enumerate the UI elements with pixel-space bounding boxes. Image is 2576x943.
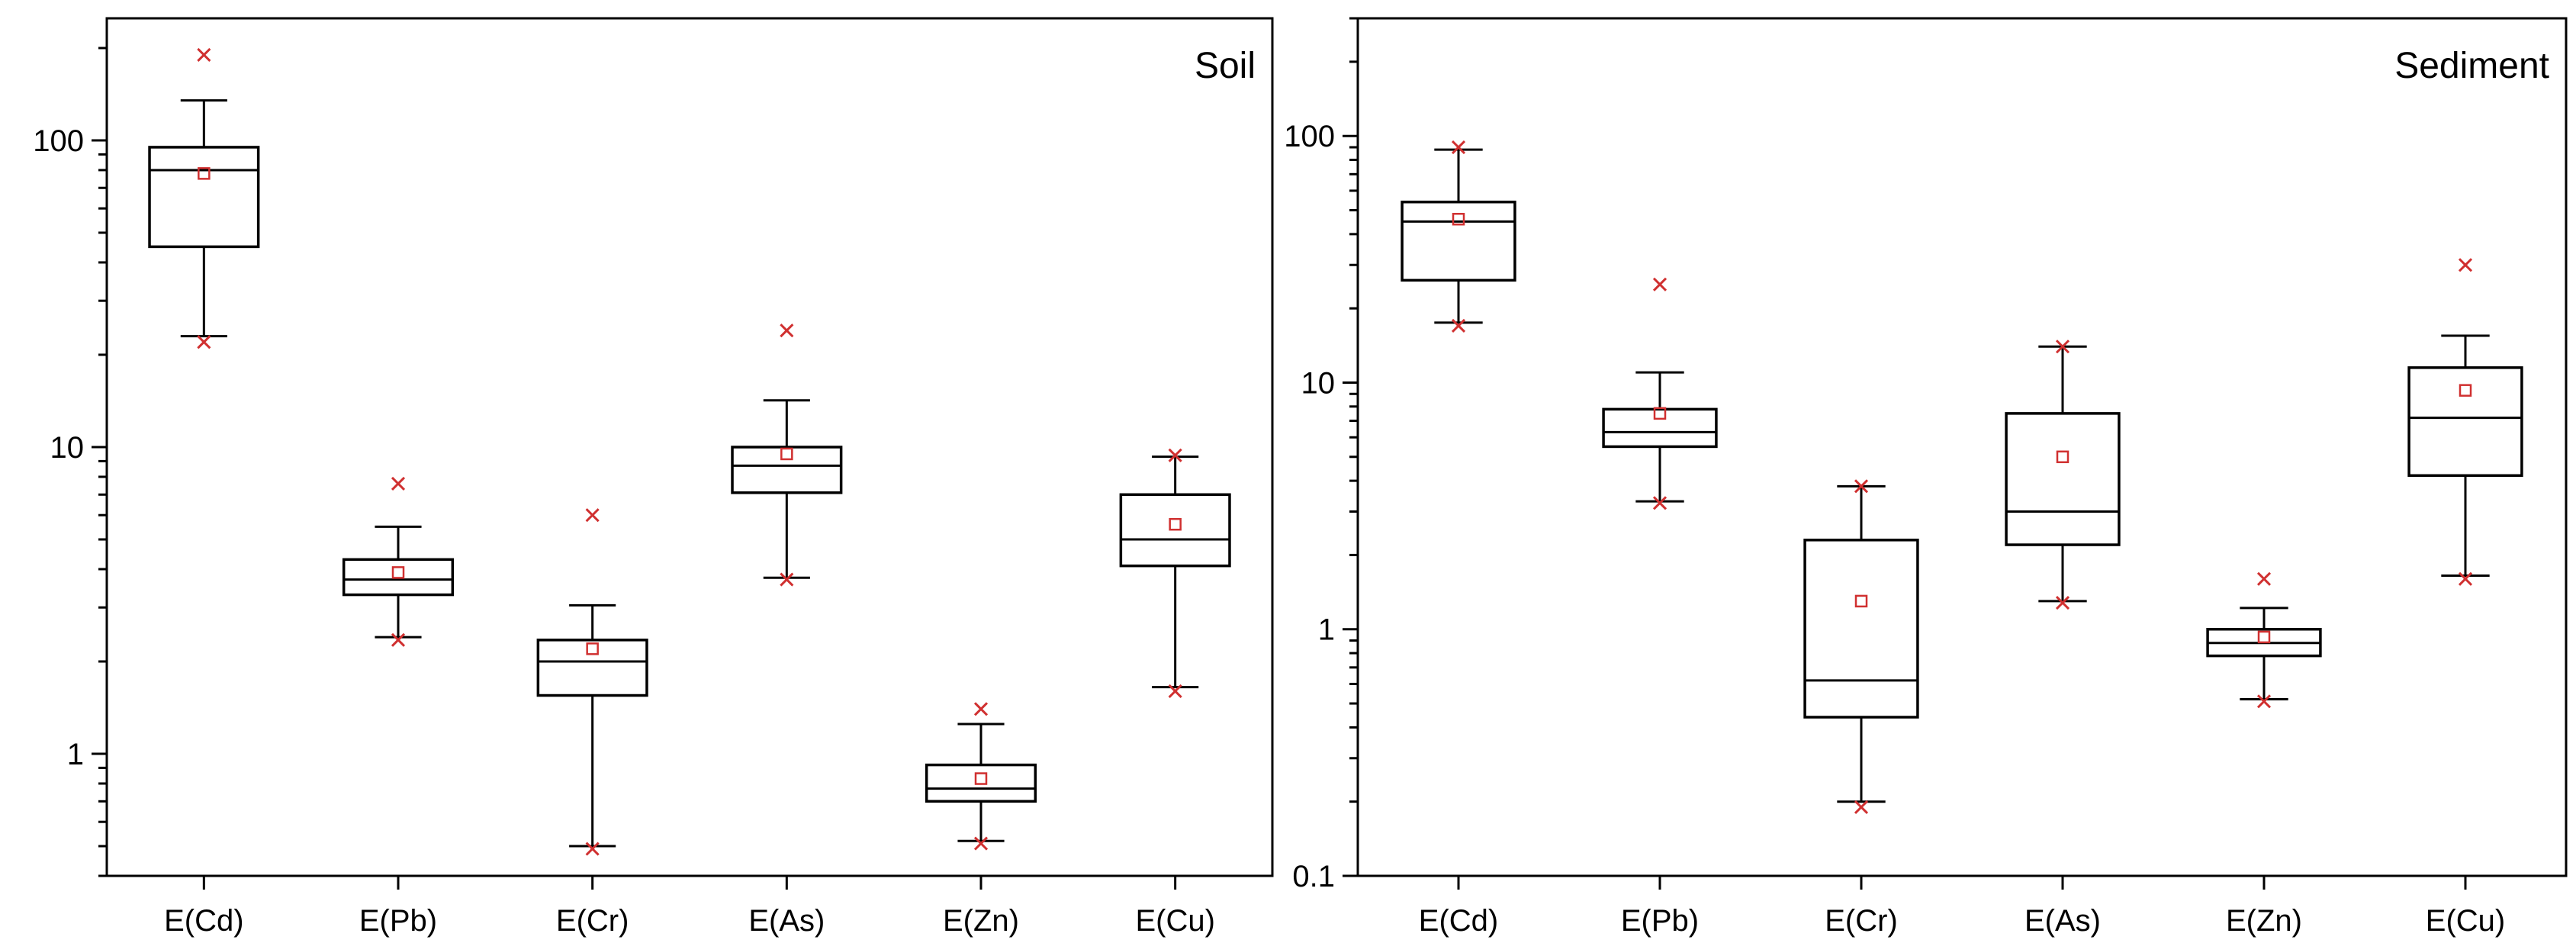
mean-marker bbox=[974, 772, 988, 785]
min-marker bbox=[1652, 496, 1667, 510]
max-marker bbox=[585, 508, 600, 523]
min-marker bbox=[391, 632, 406, 647]
max-marker bbox=[391, 476, 406, 491]
max-marker bbox=[2256, 571, 2272, 586]
panel-title: Sediment bbox=[2394, 46, 2549, 86]
box-epb: E(Pb) bbox=[1602, 277, 1718, 938]
max-marker bbox=[1854, 479, 1869, 494]
y-tick-label: 10 bbox=[1301, 366, 1336, 400]
soil-panel: Soil 1 10 100 E(Cd) E(Pb) E(Cr) E(As) E(Zn) E(Cu) bbox=[33, 17, 1274, 938]
box-ecu: E(Cu) bbox=[2407, 258, 2523, 938]
box-ecr: E(Cr) bbox=[536, 508, 648, 938]
max-marker bbox=[780, 323, 794, 338]
min-marker bbox=[2458, 571, 2473, 586]
min-marker bbox=[2256, 694, 2272, 709]
max-marker bbox=[973, 702, 989, 716]
x-tick-label: E(Cr) bbox=[556, 904, 629, 938]
iqr-box bbox=[148, 146, 260, 249]
x-tick-label: E(Zn) bbox=[2226, 904, 2302, 938]
x-tick-label: E(Pb) bbox=[1621, 904, 1699, 938]
x-tick-label: E(Cr) bbox=[1825, 904, 1898, 938]
max-marker bbox=[197, 47, 211, 62]
plot-frame bbox=[1356, 17, 2568, 877]
y-tick-label: 10 bbox=[50, 431, 85, 465]
box-ezn: E(Zn) bbox=[925, 702, 1037, 938]
box-eas: E(As) bbox=[2005, 340, 2121, 938]
box-ezn: E(Zn) bbox=[2206, 571, 2322, 938]
min-marker bbox=[1168, 684, 1182, 699]
y-tick-label: 100 bbox=[1284, 120, 1335, 153]
x-tick-label: E(Cd) bbox=[164, 904, 243, 938]
iqr-box bbox=[1602, 407, 1718, 449]
y-tick-label: 1 bbox=[67, 738, 84, 771]
y-tick-label: 1 bbox=[1318, 613, 1335, 647]
box-ecd: E(Cd) bbox=[148, 47, 260, 938]
box-ecd: E(Cd) bbox=[1401, 140, 1516, 938]
max-marker bbox=[1168, 448, 1182, 462]
y-tick-label: 0.1 bbox=[1292, 860, 1335, 893]
min-marker bbox=[2055, 596, 2070, 610]
max-marker bbox=[2055, 340, 2070, 354]
min-marker bbox=[1854, 800, 1869, 814]
min-marker bbox=[973, 836, 989, 851]
y-tick-label: 100 bbox=[33, 124, 84, 158]
x-tick-label: E(Cu) bbox=[2426, 904, 2505, 938]
iqr-box bbox=[536, 639, 648, 697]
max-marker bbox=[1451, 140, 1466, 155]
x-tick-label: E(Pb) bbox=[359, 904, 437, 938]
x-tick-label: E(Cu) bbox=[1135, 904, 1214, 938]
panel-title: Soil bbox=[1195, 46, 1256, 86]
iqr-box bbox=[2407, 366, 2523, 478]
mean-marker bbox=[1169, 517, 1182, 531]
max-marker bbox=[1652, 277, 1667, 291]
iqr-box bbox=[1401, 200, 1516, 282]
x-tick-label: E(As) bbox=[748, 904, 825, 938]
min-marker bbox=[780, 572, 794, 587]
mean-marker bbox=[780, 447, 793, 461]
max-marker bbox=[2458, 258, 2473, 272]
min-marker bbox=[197, 335, 211, 349]
iqr-box bbox=[731, 446, 843, 494]
mean-marker bbox=[198, 167, 211, 180]
plot-frame bbox=[105, 17, 1274, 877]
mean-marker bbox=[2459, 384, 2472, 397]
mean-marker bbox=[1854, 594, 1868, 608]
min-marker bbox=[1451, 318, 1466, 333]
iqr-box bbox=[2005, 412, 2121, 546]
x-tick-label: E(Zn) bbox=[943, 904, 1019, 938]
box-eas: E(As) bbox=[731, 323, 843, 938]
min-marker bbox=[585, 842, 600, 856]
box-epb: E(Pb) bbox=[342, 476, 455, 938]
mean-marker bbox=[2056, 450, 2069, 464]
iqr-box bbox=[1803, 539, 1919, 719]
sediment-panel: Sediment 0.1 1 10 100 E(Cd) E(Pb) E(Cr) E(As) E(Z… bbox=[1284, 17, 2568, 938]
mean-marker bbox=[391, 566, 405, 579]
x-tick-label: E(As) bbox=[2024, 904, 2101, 938]
box-ecu: E(Cu) bbox=[1119, 448, 1231, 938]
x-tick-label: E(Cd) bbox=[1419, 904, 1498, 938]
box-ecr: E(Cr) bbox=[1803, 479, 1919, 938]
mean-marker bbox=[1653, 407, 1667, 420]
mean-marker bbox=[2257, 630, 2271, 644]
mean-marker bbox=[1452, 212, 1465, 226]
mean-marker bbox=[586, 642, 599, 655]
